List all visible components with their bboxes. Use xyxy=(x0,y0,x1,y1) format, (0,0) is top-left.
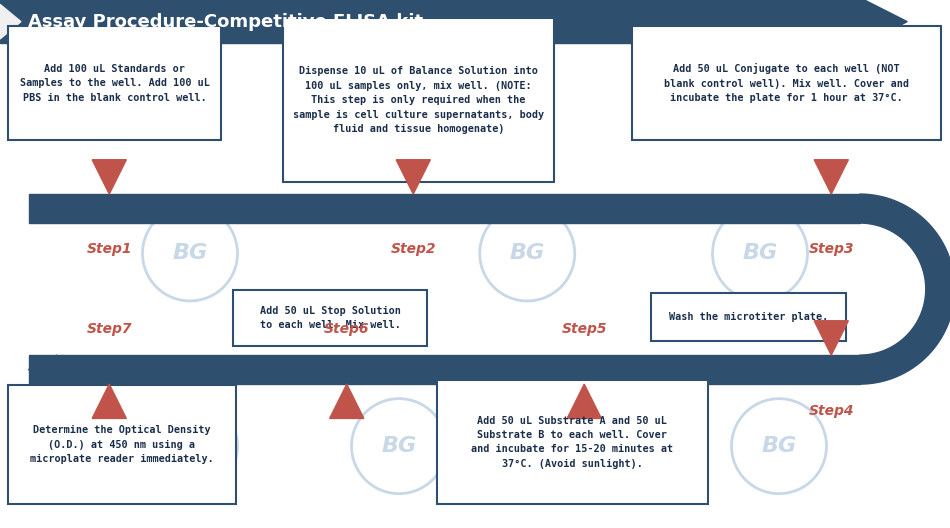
Polygon shape xyxy=(567,384,601,418)
Text: Add 50 uL Stop Solution
to each well. Mix well.: Add 50 uL Stop Solution to each well. Mi… xyxy=(259,306,401,331)
Polygon shape xyxy=(860,194,950,384)
Text: Step4: Step4 xyxy=(808,403,854,418)
Text: Add 50 uL Substrate A and 50 uL
Substrate B to each well. Cover
and incubate for: Add 50 uL Substrate A and 50 uL Substrat… xyxy=(471,416,674,469)
Text: Assay Procedure-Competitive ELISA kit: Assay Procedure-Competitive ELISA kit xyxy=(28,13,424,31)
Text: Determine the Optical Density
(O.D.) at 450 nm using a
microplate reader immedia: Determine the Optical Density (O.D.) at … xyxy=(29,426,214,464)
Polygon shape xyxy=(92,384,126,418)
FancyBboxPatch shape xyxy=(283,18,554,182)
Text: Step1: Step1 xyxy=(86,242,132,257)
Text: Add 50 uL Conjugate to each well (NOT
blank control well). Mix well. Cover and
i: Add 50 uL Conjugate to each well (NOT bl… xyxy=(664,63,908,103)
FancyBboxPatch shape xyxy=(0,0,864,43)
Text: Wash the microtiter plate.: Wash the microtiter plate. xyxy=(669,312,827,322)
Text: BG: BG xyxy=(172,243,208,263)
Polygon shape xyxy=(864,0,907,43)
Polygon shape xyxy=(396,159,430,194)
FancyBboxPatch shape xyxy=(651,293,846,341)
Polygon shape xyxy=(814,320,848,355)
FancyBboxPatch shape xyxy=(28,194,860,223)
Text: BG: BG xyxy=(761,436,797,456)
FancyBboxPatch shape xyxy=(28,355,860,384)
Text: BG: BG xyxy=(509,243,545,263)
Text: Add 100 uL Standards or
Samples to the well. Add 100 uL
PBS in the blank control: Add 100 uL Standards or Samples to the w… xyxy=(20,64,209,102)
Text: Step5: Step5 xyxy=(561,322,607,336)
Text: Step3: Step3 xyxy=(808,242,854,257)
Polygon shape xyxy=(330,384,364,418)
Polygon shape xyxy=(92,159,126,194)
Text: Step2: Step2 xyxy=(390,242,436,257)
FancyBboxPatch shape xyxy=(233,290,428,346)
FancyBboxPatch shape xyxy=(8,385,236,504)
Text: Step7: Step7 xyxy=(86,322,132,336)
Polygon shape xyxy=(814,159,848,194)
Text: BG: BG xyxy=(172,436,208,456)
Text: Step6: Step6 xyxy=(324,322,370,336)
FancyBboxPatch shape xyxy=(632,26,940,140)
Text: Dispense 10 uL of Balance Solution into
100 uL samples only, mix well. (NOTE:
Th: Dispense 10 uL of Balance Solution into … xyxy=(293,67,544,134)
Polygon shape xyxy=(0,4,21,39)
FancyBboxPatch shape xyxy=(437,380,708,504)
Polygon shape xyxy=(28,355,57,384)
Text: BG: BG xyxy=(742,243,778,263)
Text: BG: BG xyxy=(381,436,417,456)
FancyBboxPatch shape xyxy=(8,26,221,140)
